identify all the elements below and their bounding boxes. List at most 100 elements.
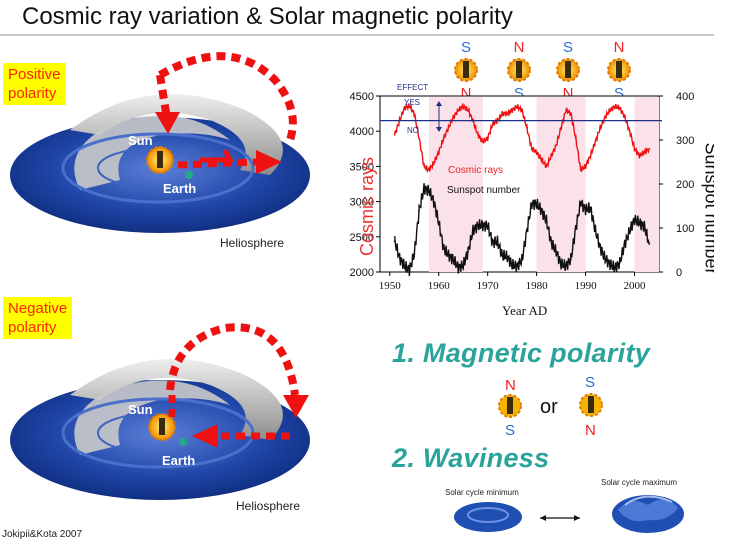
data-point: [579, 169, 582, 171]
magnet-icon: [516, 61, 522, 78]
data-point: [618, 107, 621, 109]
solar-min-disc: [454, 502, 522, 532]
sun-label-bottom: Sun: [128, 402, 153, 417]
data-point: [457, 109, 460, 111]
negative-label-line1: Negative: [8, 300, 68, 317]
negative-label-line2: polarity: [8, 319, 57, 336]
sun-icon: [498, 394, 522, 418]
x-tick-label: 1960: [428, 280, 451, 292]
data-point: [618, 261, 621, 264]
data-point: [545, 220, 548, 222]
earth-label-bottom: Earth: [162, 453, 196, 468]
data-point: [628, 130, 631, 133]
effect-arrow-head-down: [436, 127, 442, 132]
polarity-top-letter: S: [563, 39, 573, 56]
data-point: [599, 246, 602, 249]
x-tick-label: 1950: [379, 280, 402, 292]
data-point: [486, 224, 489, 227]
data-point: [442, 137, 445, 140]
data-point: [408, 104, 411, 107]
data-point: [393, 240, 396, 243]
series-label-cosmic-rays: Cosmic rays: [448, 165, 503, 176]
data-point: [638, 154, 641, 157]
data-point: [476, 133, 479, 136]
effect-arrow-head-up: [436, 101, 442, 106]
page-title: Cosmic ray variation & Solar magnetic po…: [22, 3, 513, 30]
data-point: [481, 224, 484, 227]
x-tick-label: 1980: [526, 280, 549, 292]
earth-icon: [179, 438, 187, 446]
data-point: [506, 112, 509, 115]
data-point: [565, 109, 567, 111]
data-point: [609, 109, 611, 111]
data-point: [423, 187, 425, 190]
polarity-bottom-letter: S: [514, 85, 524, 102]
data-point: [525, 230, 528, 232]
data-point: [628, 230, 631, 232]
data-point: [535, 151, 538, 154]
series-label-sunspot: Sunspot number: [447, 185, 521, 196]
data-point: [584, 208, 587, 211]
data-point: [599, 126, 602, 129]
data-point: [408, 268, 411, 271]
data-point: [614, 105, 616, 108]
data-point: [447, 126, 450, 129]
data-point: [432, 161, 435, 164]
positive-label-line2: polarity: [8, 85, 57, 102]
magnet-icon: [565, 61, 571, 78]
data-point: [540, 158, 543, 161]
data-point: [501, 112, 504, 115]
data-point: [511, 264, 514, 266]
data-point: [614, 267, 616, 269]
data-point: [569, 112, 572, 115]
data-point: [423, 165, 425, 168]
data-point: [589, 154, 592, 157]
y-left-tick-label: 3500: [350, 161, 374, 173]
x-tick-label: 2000: [624, 280, 647, 292]
polarity-bottom-letter: N: [563, 85, 574, 102]
data-point: [418, 209, 421, 212]
solar-max-disc: [612, 495, 684, 533]
data-point: [643, 151, 646, 154]
data-point: [545, 165, 548, 168]
y-right-tick-label: 300: [676, 135, 694, 147]
data-point: [574, 227, 577, 229]
heliosphere-label-bottom: Heliosphere: [236, 499, 301, 513]
solar-min-label: Solar cycle minimum: [445, 488, 519, 497]
data-point: [462, 105, 465, 108]
effect-label: EFFECT: [397, 83, 428, 92]
data-point: [413, 112, 416, 115]
data-point: [496, 240, 499, 243]
heliosphere-label-top: Heliosphere: [220, 236, 285, 250]
pole-n-top-left: N: [505, 377, 516, 394]
series-line-1: [393, 183, 650, 277]
sun-icon: [146, 146, 174, 174]
sun-label-top: Sun: [128, 133, 153, 148]
y-left-tick-label: 4000: [350, 126, 374, 138]
data-point: [447, 254, 450, 257]
title-divider: [0, 34, 729, 36]
y-left-tick-label: 2500: [350, 232, 374, 244]
data-point: [589, 206, 592, 209]
data-point: [398, 257, 401, 259]
data-point: [569, 258, 572, 261]
data-point: [594, 140, 597, 143]
data-point: [457, 266, 460, 269]
x-axis-label: Year AD: [502, 303, 548, 318]
data-point: [486, 137, 489, 140]
y-left-tick-label: 3000: [350, 197, 374, 209]
data-point: [643, 225, 646, 228]
y-right-tick-label: 100: [676, 223, 694, 235]
data-point: [428, 169, 430, 171]
data-point: [516, 105, 518, 108]
series-line-0: [393, 102, 650, 174]
data-point: [565, 264, 567, 267]
y-right-tick-label: 0: [676, 267, 682, 279]
data-point: [530, 147, 533, 150]
data-point: [472, 229, 474, 232]
data-point: [501, 254, 504, 257]
y-right-tick-label: 200: [676, 179, 694, 191]
data-point: [467, 109, 470, 111]
